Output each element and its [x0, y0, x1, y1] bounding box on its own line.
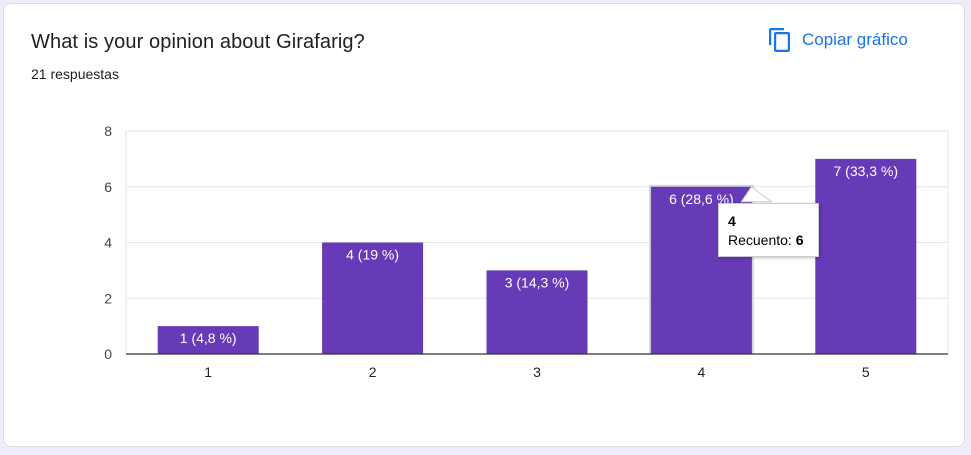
- y-tick-label: 2: [104, 290, 112, 306]
- tooltip-title: 4: [728, 213, 736, 229]
- data-label: 6 (28,6 %): [669, 191, 734, 207]
- data-label: 4 (19 %): [346, 247, 399, 263]
- y-tick-label: 0: [104, 346, 112, 362]
- copy-chart-label: Copiar gráfico: [802, 30, 908, 49]
- bar: [157, 326, 259, 354]
- bar: [322, 242, 424, 354]
- copy-chart-button[interactable]: Copiar gráfico: [760, 22, 916, 58]
- data-label: 7 (33,3 %): [834, 163, 899, 179]
- x-tick-label: 2: [369, 364, 377, 380]
- data-label: 3 (14,3 %): [505, 274, 570, 290]
- x-tick-label: 3: [533, 364, 541, 380]
- x-tick-label: 5: [862, 364, 870, 380]
- bar: [815, 158, 917, 354]
- bar-tooltip: 4 Recuento: 6: [718, 203, 819, 257]
- y-tick-label: 4: [104, 235, 112, 251]
- y-tick-label: 8: [104, 123, 112, 139]
- bar: [486, 270, 588, 354]
- tooltip-count-value: 6: [795, 232, 804, 248]
- y-tick-label: 6: [104, 179, 112, 195]
- x-tick-label: 1: [204, 364, 212, 380]
- x-tick-label: 4: [698, 364, 706, 380]
- response-count: 21 respuestas: [31, 66, 119, 82]
- copy-icon: [768, 27, 792, 53]
- tooltip-pointer: [740, 186, 773, 203]
- data-label: 1 (4,8 %): [180, 330, 237, 346]
- tooltip-count-label: Recuento:: [728, 232, 792, 248]
- question-title: What is your opinion about Girafarig?: [31, 31, 365, 53]
- tooltip-count-row: Recuento: 6: [728, 231, 818, 250]
